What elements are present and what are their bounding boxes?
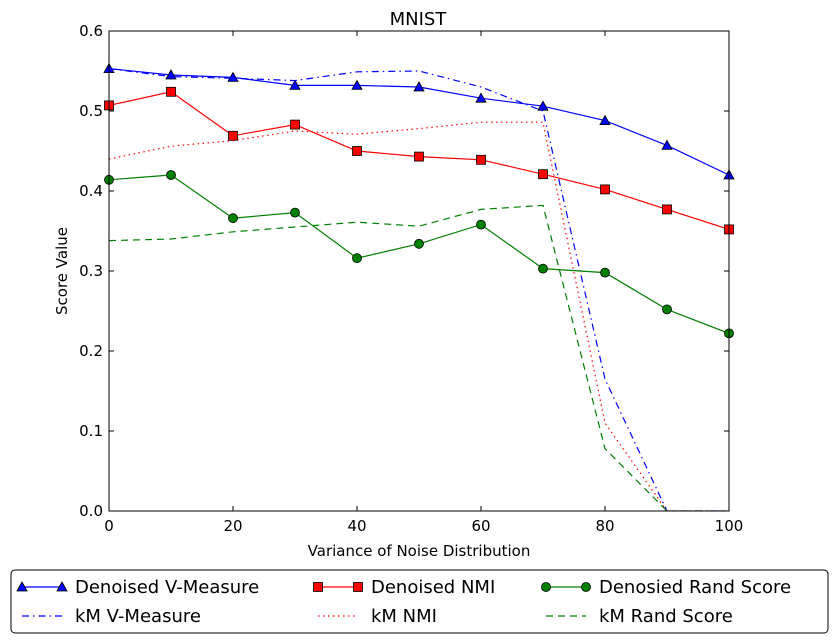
y-tick-label: 0.6	[79, 22, 103, 40]
data-point	[662, 204, 672, 215]
series-layer	[103, 62, 735, 511]
legend-item-denoised-v-measure: Denoised V-Measure	[16, 577, 259, 598]
x-tick-label: 0	[104, 517, 114, 535]
series-km-rand-score	[109, 204, 729, 511]
data-point	[166, 170, 176, 180]
series-denosied-rand-score	[104, 170, 734, 339]
series-denoised-nmi	[104, 86, 734, 235]
data-point	[476, 219, 486, 230]
chart-title: MNIST	[390, 9, 448, 30]
legend-item-denoised-nmi: Denoised NMI	[313, 577, 495, 598]
data-point	[166, 86, 176, 97]
series-km-nmi	[109, 121, 729, 511]
series-line-km-v-measure	[109, 68, 729, 511]
data-point	[165, 69, 177, 80]
y-axis-title: Score Value	[53, 227, 71, 315]
x-tick-label: 40	[347, 517, 366, 535]
ticks-layer: 0 20 40 60 80 100 0.0 0.1 0.2 0.3 0.4 0.5 0.6	[79, 22, 743, 535]
series-km-v-measure	[109, 68, 729, 511]
legend-item-denosied-rand-score: Denosied Rand Score	[541, 577, 791, 598]
legend-label: Denoised V-Measure	[75, 577, 259, 598]
y-tick-label: 0.1	[79, 422, 103, 440]
data-point	[352, 146, 362, 156]
legend-marker	[581, 582, 591, 592]
x-tick-label: 100	[715, 517, 744, 535]
legend-item-km-rand-score: kM Rand Score	[546, 606, 733, 627]
data-point	[661, 139, 673, 150]
data-point	[414, 238, 424, 249]
x-tick-label: 80	[595, 517, 614, 535]
data-point	[290, 119, 300, 130]
legend-label: kM V-Measure	[75, 606, 201, 627]
data-point	[600, 184, 610, 195]
data-point	[289, 79, 301, 90]
y-tick-label: 0.3	[79, 262, 103, 280]
x-tick-label: 60	[471, 517, 490, 535]
legend: Denoised V-Measure kM V-Measure Denoised N…	[10, 569, 829, 634]
legend-item-km-v-measure: kM V-Measure	[22, 606, 201, 627]
legend-label: kM Rand Score	[599, 606, 733, 627]
data-point	[599, 114, 611, 125]
series-line-denosied-rand-score	[109, 174, 729, 334]
data-point	[538, 263, 548, 274]
data-point	[662, 304, 672, 315]
y-tick-label: 0.5	[79, 102, 103, 120]
series-line-km-nmi	[109, 121, 729, 511]
legend-marker	[541, 582, 551, 592]
plot-frame	[108, 30, 730, 512]
y-tick-label: 0.0	[79, 502, 103, 520]
y-tick-label: 0.2	[79, 342, 103, 360]
data-point	[352, 253, 362, 264]
data-point	[476, 154, 486, 165]
legend-marker	[313, 582, 323, 592]
legend-marker	[353, 582, 363, 592]
data-point	[290, 207, 300, 218]
data-point	[227, 71, 239, 82]
data-point	[351, 79, 363, 90]
series-denoised-v-measure	[103, 62, 735, 180]
y-tick-label: 0.4	[79, 182, 103, 200]
data-point	[228, 130, 238, 141]
data-point	[228, 213, 238, 224]
legend-label: kM NMI	[371, 606, 437, 627]
legend-marker	[16, 581, 28, 592]
series-line-km-rand-score	[109, 204, 729, 511]
legend-marker	[56, 581, 68, 592]
legend-label: Denosied Rand Score	[599, 577, 791, 598]
x-tick-label: 20	[223, 517, 242, 535]
data-point	[600, 267, 610, 278]
legend-box	[10, 569, 829, 634]
x-axis-title: Variance of Noise Distribution	[308, 542, 531, 560]
data-point	[537, 100, 549, 111]
legend-item-km-nmi: kM NMI	[318, 606, 437, 627]
data-point	[413, 81, 425, 92]
legend-label: Denoised NMI	[371, 577, 495, 598]
data-point	[538, 169, 548, 180]
data-point	[475, 92, 487, 103]
data-point	[414, 151, 424, 162]
